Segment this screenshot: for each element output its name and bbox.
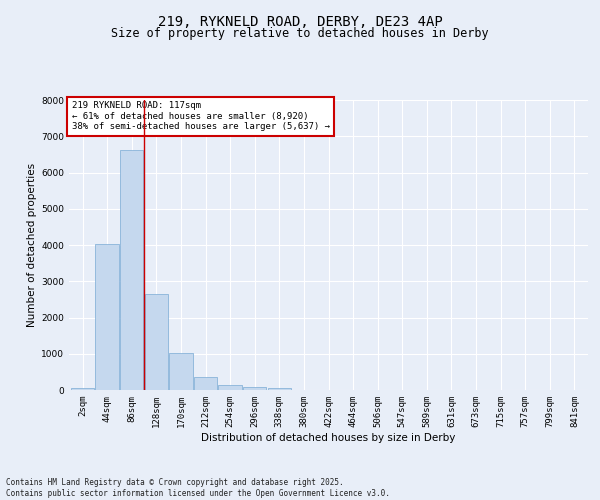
Bar bbox=[194, 377, 217, 390]
Text: Size of property relative to detached houses in Derby: Size of property relative to detached ho… bbox=[111, 28, 489, 40]
Y-axis label: Number of detached properties: Number of detached properties bbox=[27, 163, 37, 327]
Bar bbox=[243, 387, 266, 390]
Bar bbox=[268, 388, 291, 390]
Bar bbox=[145, 294, 168, 390]
Bar bbox=[169, 354, 193, 390]
Bar bbox=[120, 150, 143, 390]
Bar bbox=[71, 388, 94, 390]
Bar bbox=[95, 244, 119, 390]
Bar bbox=[218, 385, 242, 390]
X-axis label: Distribution of detached houses by size in Derby: Distribution of detached houses by size … bbox=[202, 432, 455, 442]
Text: Contains HM Land Registry data © Crown copyright and database right 2025.
Contai: Contains HM Land Registry data © Crown c… bbox=[6, 478, 390, 498]
Text: 219 RYKNELD ROAD: 117sqm
← 61% of detached houses are smaller (8,920)
38% of sem: 219 RYKNELD ROAD: 117sqm ← 61% of detach… bbox=[71, 102, 329, 132]
Text: 219, RYKNELD ROAD, DERBY, DE23 4AP: 219, RYKNELD ROAD, DERBY, DE23 4AP bbox=[158, 15, 442, 29]
